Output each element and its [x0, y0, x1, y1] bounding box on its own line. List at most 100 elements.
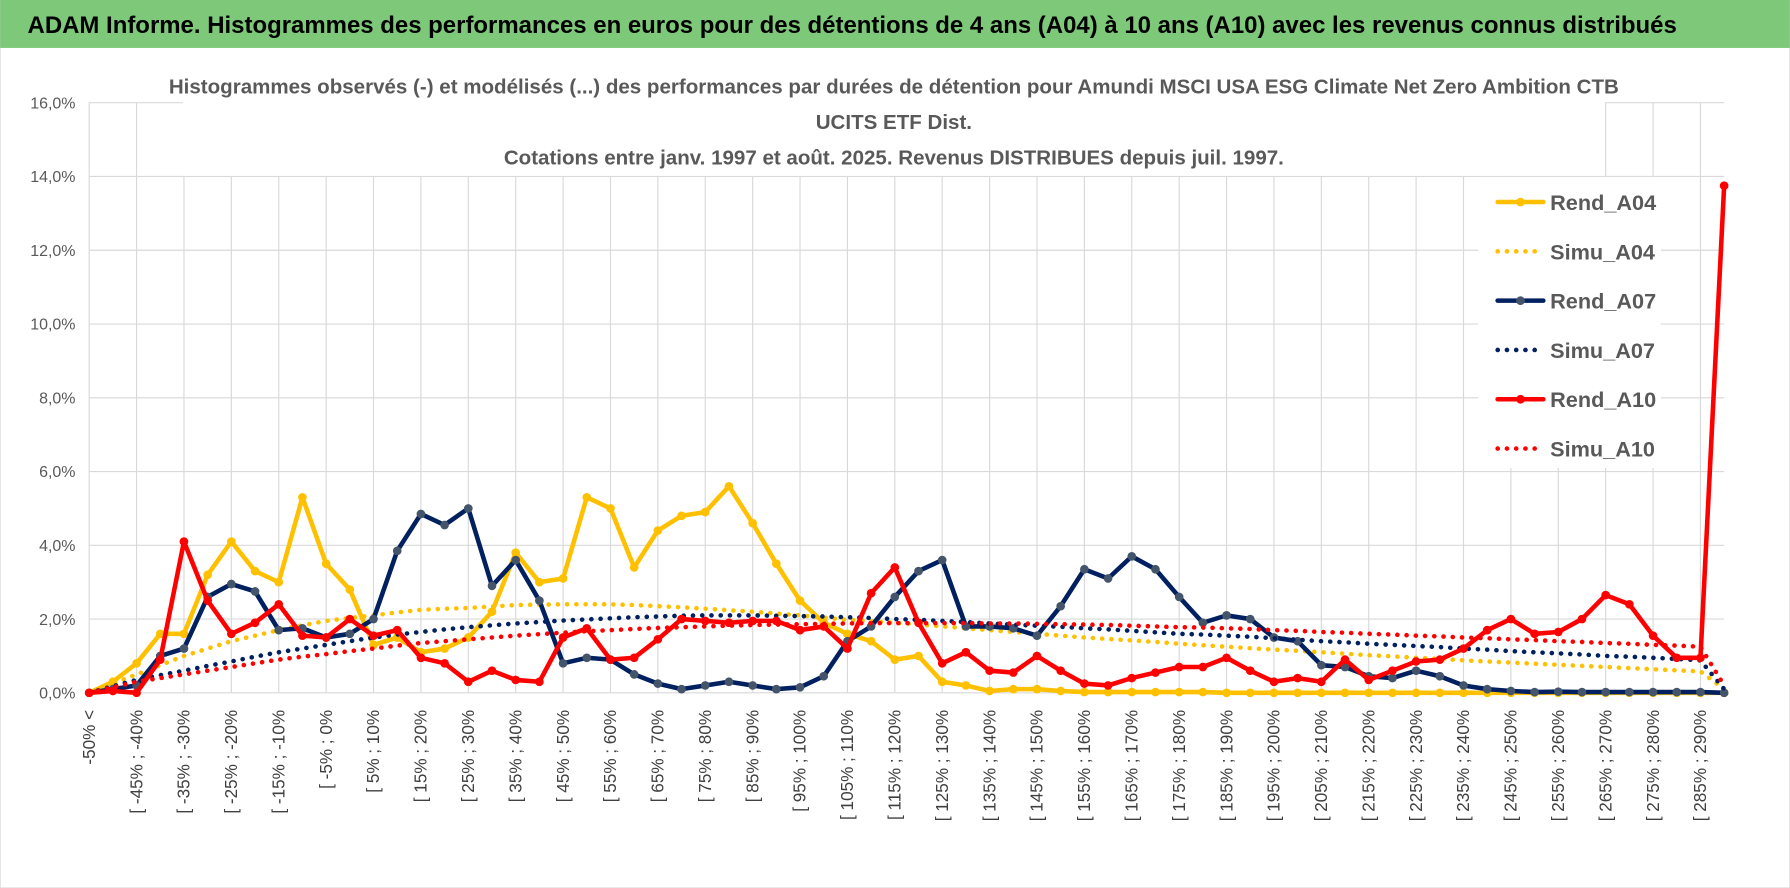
data-point [914, 566, 923, 576]
x-tick-label: [ 105% ; 110% [838, 710, 857, 820]
data-point [487, 581, 497, 591]
data-point [890, 563, 900, 572]
data-point [1056, 666, 1066, 676]
data-point [321, 633, 331, 642]
data-point [1719, 688, 1729, 698]
data-point [558, 574, 568, 583]
x-tick-label: [ 235% ; 240% [1454, 710, 1473, 821]
data-point [1530, 687, 1539, 697]
data-point [463, 677, 473, 687]
x-tick-label: [ -5% ; 0% [317, 710, 336, 789]
data-point [440, 658, 449, 668]
data-point [1459, 681, 1468, 690]
x-tick-label: -50% < [80, 710, 99, 765]
header-banner [0, 0, 1790, 48]
data-point [1696, 653, 1705, 663]
data-point [392, 546, 402, 556]
data-point [1411, 666, 1421, 676]
x-tick-label: [ 155% ; 160% [1075, 710, 1094, 821]
data-point [1222, 611, 1231, 620]
data-point [819, 671, 829, 681]
data-point [155, 655, 165, 664]
x-tick-label: [ 205% ; 210% [1312, 710, 1331, 821]
x-tick-label: [ 35% ; 40% [506, 710, 525, 802]
data-point [345, 585, 355, 594]
x-tick-label: [ 125% ; 130% [933, 710, 952, 821]
data-point [511, 548, 521, 558]
data-point [416, 509, 426, 519]
x-tick-label: [ 285% ; 290% [1691, 710, 1710, 821]
data-point [1719, 181, 1729, 191]
data-point [392, 625, 402, 635]
series-line [86, 613, 1727, 696]
data-point [558, 658, 568, 668]
data-point [866, 636, 876, 646]
data-point [463, 504, 473, 513]
data-point [1269, 688, 1279, 698]
legend-label: Rend_A10 [1550, 387, 1656, 412]
data-point [132, 658, 141, 668]
data-point [227, 579, 236, 589]
data-point [1222, 653, 1231, 663]
data-point [1008, 684, 1018, 694]
data-point [1032, 651, 1042, 661]
x-tick-label: [ 195% ; 200% [1265, 710, 1284, 821]
data-point [511, 675, 521, 685]
data-point [1553, 687, 1563, 697]
x-tick-label: [ 25% ; 30% [459, 710, 478, 802]
data-point [653, 526, 663, 535]
data-point [487, 607, 497, 617]
data-point [369, 614, 378, 624]
data-point [606, 655, 615, 664]
title-bg [182, 66, 1605, 176]
x-tick-label: [ 145% ; 150% [1028, 710, 1047, 821]
data-point [1080, 564, 1089, 574]
data-point [1411, 657, 1421, 666]
data-point [250, 566, 260, 576]
x-tick-label: [ 265% ; 270% [1596, 710, 1615, 821]
series-line [86, 620, 1727, 696]
series-line [86, 484, 1727, 696]
data-point [961, 681, 971, 690]
data-point [1364, 675, 1374, 685]
x-tick-label: [ 75% ; 80% [696, 710, 715, 802]
data-point [1293, 688, 1302, 698]
data-point [108, 686, 118, 696]
data-point [250, 587, 260, 596]
data-point [1245, 688, 1255, 698]
data-point [700, 507, 710, 517]
data-point [1008, 668, 1018, 677]
data-point [1127, 673, 1137, 683]
y-tick-label: 2,0% [39, 612, 75, 629]
data-point [748, 518, 757, 528]
x-tick-label: [ 45% ; 50% [554, 710, 573, 802]
data-point [298, 493, 307, 502]
data-point [1435, 655, 1445, 664]
data-point [606, 504, 615, 513]
data-point [179, 644, 189, 653]
data-point [1530, 629, 1539, 639]
data-point [677, 684, 686, 694]
data-point [1080, 687, 1089, 697]
x-tick-label: [ 255% ; 260% [1549, 710, 1568, 821]
x-tick-label: [ 275% ; 280% [1644, 710, 1663, 821]
data-point [179, 629, 189, 639]
data-point [345, 629, 355, 639]
legend-marker [1516, 296, 1525, 305]
data-point [1506, 614, 1516, 624]
data-point [843, 644, 852, 653]
data-point [795, 682, 805, 692]
plot: 0,0% 2,0% 4,0% 6,0% 8,0% 10,0% 12,0% 14,0% 16,0%… [30, 66, 1729, 821]
legend-marker [1516, 197, 1525, 207]
data-point [132, 688, 141, 698]
data-point [298, 631, 307, 640]
data-point [914, 651, 923, 661]
data-point [772, 684, 781, 694]
data-point [1103, 574, 1113, 583]
data-point [1198, 662, 1208, 672]
data-point [1056, 686, 1066, 696]
data-point [1696, 687, 1705, 697]
x-tick-label: [ 165% ; 170% [1122, 710, 1141, 821]
legend-label: Simu_A07 [1550, 338, 1655, 363]
data-point [843, 629, 852, 639]
